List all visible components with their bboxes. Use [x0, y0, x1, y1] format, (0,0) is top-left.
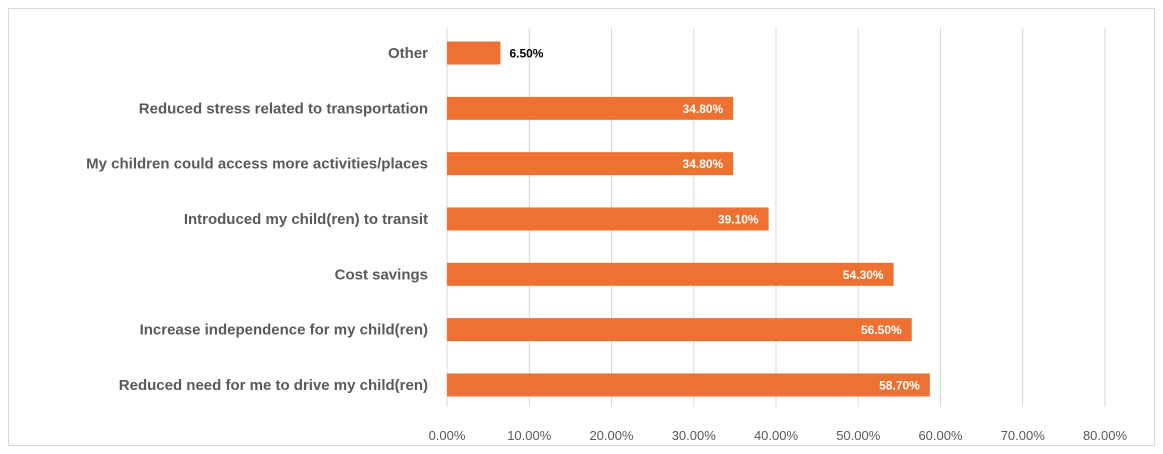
category-label: Cost savings: [335, 266, 428, 283]
x-tick-label: 60.00%: [918, 428, 963, 443]
category-label: Reduced stress related to transportation: [139, 100, 428, 117]
gridlines: [446, 28, 1106, 407]
data-label: 56.50%: [861, 323, 902, 337]
bars: [447, 41, 930, 397]
category-label: My children could access more activities…: [86, 156, 428, 173]
x-tick-label: 30.00%: [672, 428, 717, 443]
bar: [447, 152, 734, 176]
category-labels: Other Reduced stress related to transport…: [86, 45, 428, 394]
x-tick-label: 50.00%: [836, 428, 881, 443]
data-label: 39.10%: [718, 212, 759, 226]
category-label: Introduced my child(ren) to transit: [184, 211, 428, 228]
bar: [447, 262, 894, 286]
data-label: 34.80%: [683, 102, 724, 116]
data-label: 34.80%: [683, 157, 724, 171]
bar: [447, 41, 501, 65]
data-labels: 6.50% 34.80% 34.80% 39.10% 54.30% 56.50% 58.70…: [509, 47, 920, 393]
data-label: 6.50%: [509, 47, 543, 61]
bar: [447, 373, 930, 397]
x-tick-label: 10.00%: [507, 428, 552, 443]
x-tick-label: 80.00%: [1083, 428, 1128, 443]
category-label: Other: [388, 45, 428, 62]
category-label: Reduced need for me to drive my child(re…: [119, 377, 428, 394]
x-tick-label: 40.00%: [754, 428, 799, 443]
bar: [447, 96, 734, 120]
data-label: 58.70%: [879, 378, 920, 392]
x-tick-label: 0.00%: [429, 428, 466, 443]
category-label: Increase independence for my child(ren): [140, 322, 428, 339]
x-tick-label: 20.00%: [589, 428, 634, 443]
bar: [447, 318, 912, 342]
x-tick-label: 70.00%: [1001, 428, 1046, 443]
data-label: 54.30%: [843, 268, 884, 282]
x-tick-labels: 0.00% 10.00% 20.00% 30.00% 40.00% 50.00% 60.00…: [429, 428, 1128, 443]
bar: [447, 207, 769, 231]
